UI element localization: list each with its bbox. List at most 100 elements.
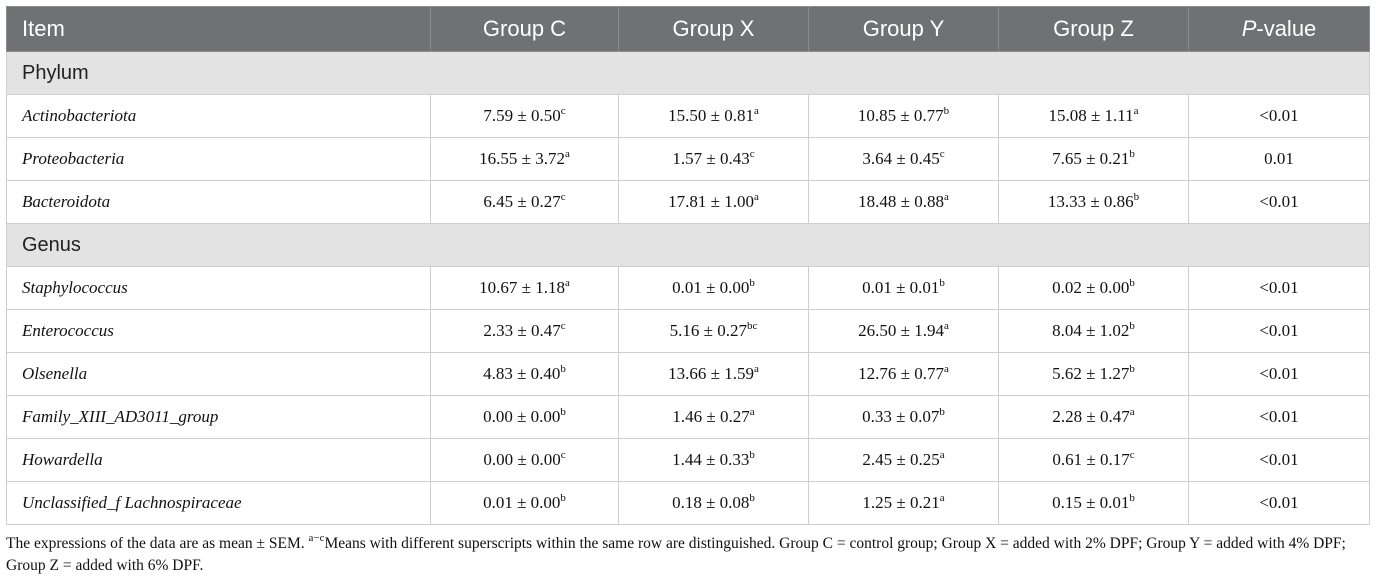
cell-value: 3.64 ± 0.45 — [862, 149, 940, 168]
cell-group-y: 26.50 ± 1.94a — [808, 309, 999, 353]
cell-value: 10.85 ± 0.77 — [857, 106, 944, 125]
cell-value: 26.50 ± 1.94 — [858, 321, 944, 340]
cell-p-value: <0.01 — [1188, 352, 1370, 396]
cell-item: Family_XIII_AD3011_group — [6, 395, 431, 439]
cell-value: 1.44 ± 0.33 — [672, 450, 750, 469]
cell-superscript: c — [560, 105, 566, 117]
cell-group-c: 16.55 ± 3.72a — [430, 137, 619, 181]
cell-superscript: a — [939, 492, 945, 504]
cell-superscript: b — [1129, 492, 1135, 504]
cell-group-z: 13.33 ± 0.86b — [998, 180, 1189, 224]
cell-value: 0.02 ± 0.00 — [1052, 278, 1130, 297]
cell-superscript: a — [1129, 406, 1135, 418]
cell-group-x: 1.46 ± 0.27a — [618, 395, 809, 439]
cell-group-z: 7.65 ± 0.21b — [998, 137, 1189, 181]
cell-value: 0.33 ± 0.07 — [862, 407, 940, 426]
cell-p-value: <0.01 — [1188, 481, 1370, 525]
cell-group-z: 8.04 ± 1.02b — [998, 309, 1189, 353]
cell-p-value: <0.01 — [1188, 180, 1370, 224]
table-row: Actinobacteriota 7.59 ± 0.50c 15.50 ± 0.81… — [6, 94, 1370, 138]
cell-value: 0.61 ± 0.17 — [1052, 450, 1130, 469]
cell-value: 0.00 ± 0.00 — [483, 450, 561, 469]
cell-group-x: 13.66 ± 1.59a — [618, 352, 809, 396]
cell-value: 15.50 ± 0.81 — [668, 106, 754, 125]
section-row: Genus — [6, 223, 1370, 267]
cell-group-c: 10.67 ± 1.18a — [430, 266, 619, 310]
cell-value: 0.18 ± 0.08 — [672, 493, 750, 512]
footnote-text-1: The expressions of the data are as mean … — [6, 535, 309, 552]
cell-item: Actinobacteriota — [6, 94, 431, 138]
header-p-suffix: -value — [1256, 16, 1317, 41]
cell-group-z: 0.61 ± 0.17c — [998, 438, 1189, 482]
cell-superscript: a — [753, 363, 759, 375]
cell-value: 1.57 ± 0.43 — [672, 149, 750, 168]
cell-value: 0.01 ± 0.00 — [672, 278, 750, 297]
cell-group-x: 17.81 ± 1.00a — [618, 180, 809, 224]
cell-group-y: 2.45 ± 0.25a — [808, 438, 999, 482]
cell-value: 2.45 ± 0.25 — [862, 450, 940, 469]
cell-group-c: 2.33 ± 0.47c — [430, 309, 619, 353]
table-body: Phylum Actinobacteriota 7.59 ± 0.50c 15.50 … — [6, 51, 1370, 525]
cell-group-c: 0.01 ± 0.00b — [430, 481, 619, 525]
cell-p-value: <0.01 — [1188, 266, 1370, 310]
cell-group-y: 12.76 ± 0.77a — [808, 352, 999, 396]
cell-superscript: a — [943, 191, 949, 203]
cell-group-x: 0.18 ± 0.08b — [618, 481, 809, 525]
cell-group-x: 15.50 ± 0.81a — [618, 94, 809, 138]
cell-superscript: c — [749, 148, 755, 160]
header-p-value: P-value — [1188, 6, 1370, 52]
cell-superscript: b — [943, 105, 950, 117]
cell-group-y: 18.48 ± 0.88a — [808, 180, 999, 224]
cell-superscript: b — [1129, 148, 1135, 160]
cell-group-z: 5.62 ± 1.27b — [998, 352, 1189, 396]
cell-value: 4.83 ± 0.40 — [483, 364, 561, 383]
header-group-x: Group X — [618, 6, 809, 52]
cell-value: 1.46 ± 0.27 — [672, 407, 750, 426]
cell-superscript: a — [943, 363, 949, 375]
header-group-y: Group Y — [808, 6, 999, 52]
cell-value: 2.33 ± 0.47 — [483, 321, 561, 340]
cell-item: Enterococcus — [6, 309, 431, 353]
cell-superscript: b — [1129, 320, 1135, 332]
cell-value: 1.25 ± 0.21 — [862, 493, 940, 512]
cell-p-value: <0.01 — [1188, 94, 1370, 138]
header-item: Item — [6, 6, 431, 52]
cell-item: Olsenella — [6, 352, 431, 396]
cell-superscript: a — [753, 105, 759, 117]
cell-group-c: 4.83 ± 0.40b — [430, 352, 619, 396]
header-p-letter: P — [1241, 16, 1257, 41]
table-row: Howardella 0.00 ± 0.00c 1.44 ± 0.33b 2.45 ±… — [6, 438, 1370, 482]
cell-group-z: 15.08 ± 1.11a — [998, 94, 1189, 138]
cell-value: 0.01 ± 0.00 — [483, 493, 561, 512]
cell-group-y: 10.85 ± 0.77b — [808, 94, 999, 138]
cell-item: Howardella — [6, 438, 431, 482]
cell-value: 5.62 ± 1.27 — [1052, 364, 1130, 383]
cell-group-x: 0.01 ± 0.00b — [618, 266, 809, 310]
cell-value: 2.28 ± 0.47 — [1052, 407, 1130, 426]
table-row: Proteobacteria 16.55 ± 3.72a 1.57 ± 0.43c 3… — [6, 137, 1370, 181]
cell-value: 18.48 ± 0.88 — [858, 192, 944, 211]
cell-group-x: 1.44 ± 0.33b — [618, 438, 809, 482]
cell-group-y: 0.33 ± 0.07b — [808, 395, 999, 439]
cell-group-z: 0.02 ± 0.00b — [998, 266, 1189, 310]
footnote-text-2: Means with different superscripts within… — [6, 535, 1346, 574]
cell-superscript: c — [560, 191, 566, 203]
header-group-z: Group Z — [998, 6, 1189, 52]
cell-superscript: a — [753, 191, 759, 203]
cell-superscript: a — [749, 406, 755, 418]
cell-superscript: c — [560, 449, 566, 461]
cell-value: 7.65 ± 0.21 — [1052, 149, 1130, 168]
cell-item: Staphylococcus — [6, 266, 431, 310]
cell-value: 0.01 ± 0.01 — [862, 278, 940, 297]
cell-group-c: 6.45 ± 0.27c — [430, 180, 619, 224]
cell-value: 5.16 ± 0.27 — [669, 321, 747, 340]
section-row: Phylum — [6, 51, 1370, 95]
cell-value: 17.81 ± 1.00 — [668, 192, 754, 211]
cell-value: 8.04 ± 1.02 — [1052, 321, 1130, 340]
cell-value: 13.33 ± 0.86 — [1047, 192, 1134, 211]
cell-group-c: 0.00 ± 0.00c — [430, 438, 619, 482]
cell-item: Unclassified_f Lachnospiraceae — [6, 481, 431, 525]
cell-value: 13.66 ± 1.59 — [668, 364, 754, 383]
table-row: Enterococcus 2.33 ± 0.47c 5.16 ± 0.27bc 26.… — [6, 309, 1370, 353]
table-footnote: The expressions of the data are as mean … — [6, 533, 1369, 577]
